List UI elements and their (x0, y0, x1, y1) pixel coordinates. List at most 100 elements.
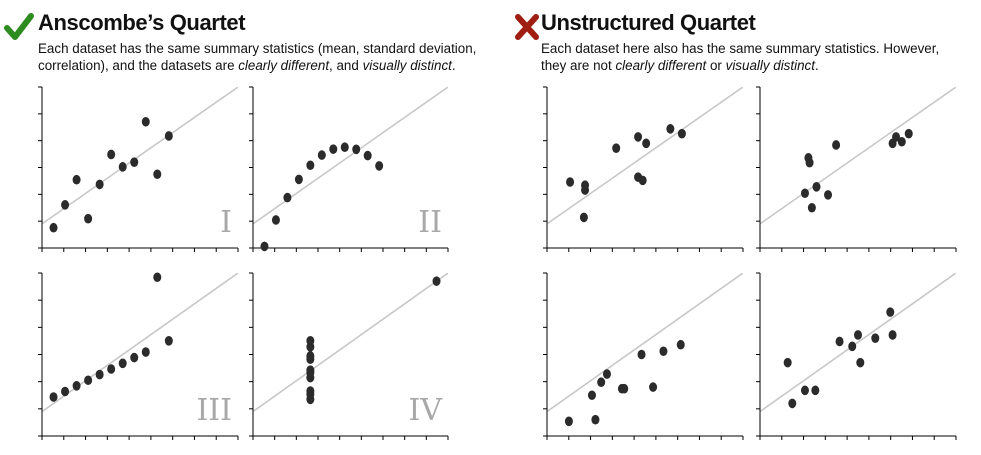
data-point (597, 377, 606, 388)
data-point (306, 367, 315, 378)
fit-line (253, 87, 448, 225)
data-point (432, 276, 441, 286)
fit-line (42, 273, 238, 413)
unstructured-description-line1: Each dataset here also has the same summ… (541, 41, 940, 56)
data-point (788, 398, 797, 409)
scatter-panel-8 (756, 272, 957, 440)
data-point (271, 215, 280, 225)
data-point (564, 416, 573, 427)
data-point (84, 375, 93, 386)
data-point (835, 336, 844, 347)
data-point (375, 161, 384, 171)
data-point (61, 386, 70, 397)
fit-line (547, 273, 743, 413)
data-point (107, 364, 116, 374)
data-point (854, 330, 862, 340)
fit-line (547, 87, 743, 225)
data-point (306, 389, 315, 400)
anscombe-title: Anscombe’s Quartet (38, 10, 246, 35)
data-point (283, 192, 292, 203)
dataset-label: II (418, 205, 442, 240)
dataset-label: III (196, 393, 232, 428)
data-point (49, 222, 58, 233)
data-point (84, 213, 93, 224)
data-point (579, 212, 588, 223)
data-point (612, 143, 621, 153)
data-point (306, 160, 315, 171)
data-point (260, 241, 269, 252)
data-point (812, 182, 821, 192)
data-point (118, 358, 127, 369)
data-point (306, 351, 315, 361)
data-point (649, 382, 658, 392)
data-point (153, 169, 162, 180)
fit-line (760, 273, 956, 413)
data-point (856, 357, 865, 368)
data-point (118, 162, 127, 172)
data-point (638, 175, 647, 186)
scatter-panel-1: I (38, 86, 239, 252)
dataset-label: IV (408, 393, 443, 428)
data-point (164, 336, 173, 346)
data-point (363, 150, 372, 161)
data-point (811, 385, 820, 396)
data-point (848, 341, 857, 352)
data-point (637, 349, 646, 360)
data-point (352, 144, 361, 155)
data-point (591, 414, 600, 425)
data-point (800, 188, 809, 199)
data-point (141, 116, 150, 127)
data-point (832, 140, 841, 150)
scatter-panel-2: II (249, 86, 449, 252)
data-point (783, 357, 792, 368)
x-mark-icon (515, 14, 539, 40)
data-point (897, 136, 906, 147)
data-point (317, 150, 326, 160)
data-point (72, 380, 81, 391)
data-point (824, 190, 833, 200)
checkmark-icon (4, 13, 34, 40)
unstructured-description-line2: they are not clearly different or visual… (541, 58, 819, 73)
scatter-panel-3: III (38, 272, 239, 440)
data-point (587, 390, 596, 401)
dataset-label: I (220, 205, 232, 240)
data-point (49, 392, 58, 402)
data-point (329, 144, 338, 154)
scatter-panel-5 (543, 86, 744, 252)
fit-line (42, 87, 238, 225)
data-point (659, 346, 668, 357)
anscombe-description-line2: correlation), and the datasets are clear… (38, 58, 456, 73)
data-point (141, 347, 150, 357)
data-point (153, 272, 162, 283)
data-point (95, 179, 104, 190)
unstructured-description: Each dataset here also has the same summ… (541, 40, 939, 74)
data-point (581, 180, 590, 191)
data-point (602, 369, 611, 379)
data-point (805, 157, 814, 168)
data-point (800, 385, 809, 396)
scatter-panel-7 (543, 272, 744, 440)
data-point (566, 177, 575, 187)
scatter-panel-4: IV (249, 272, 449, 440)
data-point (294, 174, 303, 185)
unstructured-title: Unstructured Quartet (541, 10, 756, 35)
data-point (892, 132, 901, 142)
data-point (61, 200, 70, 210)
data-point (130, 352, 139, 363)
data-point (677, 128, 686, 139)
data-point (676, 339, 685, 350)
data-point (904, 128, 913, 139)
data-point (72, 174, 81, 185)
data-point (634, 132, 643, 142)
data-point (107, 149, 116, 160)
anscombe-description-line1: Each dataset has the same summary statis… (38, 41, 477, 56)
data-point (886, 307, 895, 317)
data-point (888, 330, 897, 340)
anscombe-description: Each dataset has the same summary statis… (38, 40, 476, 74)
data-point (871, 333, 880, 344)
data-point (95, 369, 104, 380)
data-point (807, 202, 816, 213)
scatter-panel-6 (756, 86, 957, 252)
fit-line (760, 87, 956, 225)
